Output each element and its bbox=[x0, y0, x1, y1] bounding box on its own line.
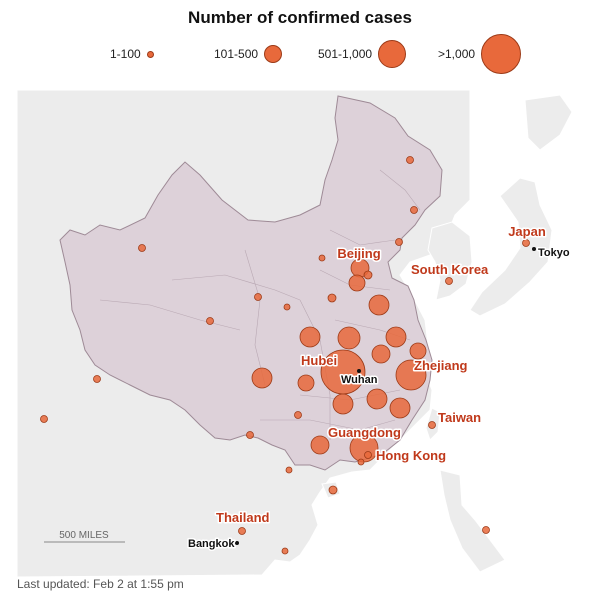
legend-label: 1-100 bbox=[110, 47, 141, 61]
label-hong-kong: Hong Kong bbox=[376, 448, 446, 463]
label-beijing: Beijing bbox=[337, 246, 380, 261]
bubble-taiwan bbox=[428, 421, 436, 429]
bubble-tibet bbox=[93, 375, 101, 383]
bubble-xinjiang bbox=[138, 244, 146, 252]
legend-bubble-medium bbox=[264, 45, 283, 63]
label-guangdong: Guangdong bbox=[328, 425, 401, 440]
bubble-jiangsu bbox=[409, 342, 427, 360]
label-japan: Japan bbox=[508, 224, 546, 239]
label-thailand: Thailand bbox=[216, 510, 270, 525]
tokyo-dot bbox=[532, 247, 536, 251]
legend-item-501-1000: 501-1,000 bbox=[318, 32, 407, 76]
bubble-south-korea bbox=[445, 277, 453, 285]
bubble-sichuan bbox=[251, 367, 273, 389]
legend-label: 101-500 bbox=[214, 47, 259, 61]
bubble-hainan bbox=[328, 485, 338, 495]
bubble-heilongjiang bbox=[406, 156, 414, 164]
legend-bubble-large bbox=[378, 40, 407, 68]
bubble-zhejiang bbox=[395, 359, 427, 391]
bubble-yunnan bbox=[246, 431, 254, 439]
case-bubbles bbox=[40, 156, 530, 555]
bubble-tianjin bbox=[363, 270, 373, 280]
bangkok-dot bbox=[235, 541, 239, 545]
legend-item-over-1000: >1,000 bbox=[438, 32, 522, 76]
legend-bubble-xlarge bbox=[481, 34, 522, 74]
bubble-ningxia bbox=[283, 303, 291, 311]
bubble-hunan bbox=[332, 393, 354, 415]
scale-label: 500 MILES bbox=[59, 530, 109, 541]
bubble-qinghai bbox=[206, 317, 214, 325]
land-japan-hokkaido bbox=[524, 94, 573, 151]
map[interactable]: 500 MILES bbox=[17, 90, 600, 577]
label-tokyo: Tokyo bbox=[538, 247, 570, 259]
label-zhejiang: Zhejiang bbox=[414, 358, 468, 373]
bubble-fujian bbox=[389, 397, 411, 419]
label-south-korea: South Korea bbox=[411, 262, 489, 277]
legend-item-1-100: 1-100 bbox=[110, 32, 154, 76]
bubble-shanghai bbox=[371, 344, 391, 364]
bubble-anhui bbox=[385, 326, 407, 348]
legend-item-101-500: 101-500 bbox=[214, 32, 283, 76]
bubble-liaoning bbox=[395, 238, 403, 246]
bubble-cambodia bbox=[281, 547, 289, 555]
label-wuhan: Wuhan bbox=[341, 374, 378, 386]
legend: 1-100 101-500 501-1,000 >1,000 bbox=[0, 32, 600, 76]
bubble-jilin bbox=[410, 206, 418, 214]
bubble-guangxi bbox=[310, 435, 330, 455]
bubble-macau bbox=[357, 458, 365, 466]
last-updated: Last updated: Feb 2 at 1:55 pm bbox=[17, 577, 184, 591]
bubble-thailand bbox=[238, 527, 246, 535]
bubble-shaanxi bbox=[297, 374, 315, 392]
land-japan bbox=[469, 177, 553, 317]
bubble-inner-mongolia bbox=[318, 254, 326, 262]
bubble-jiangxi bbox=[366, 388, 388, 410]
label-hubei: Hubei bbox=[301, 353, 337, 368]
wuhan-dot bbox=[357, 369, 361, 373]
legend-label: >1,000 bbox=[438, 47, 476, 61]
bubble-guizhou bbox=[294, 411, 302, 419]
bubble-hong-kong bbox=[364, 451, 372, 459]
land-korea bbox=[427, 221, 473, 301]
bubble-henan bbox=[337, 326, 361, 350]
bubble-gansu bbox=[254, 293, 262, 301]
bubble-shanxi bbox=[327, 293, 337, 303]
legend-label: 501-1,000 bbox=[318, 47, 373, 61]
label-bangkok: Bangkok bbox=[188, 538, 235, 550]
legend-bubble-small bbox=[146, 50, 154, 58]
map-title: Number of confirmed cases bbox=[188, 8, 412, 27]
bubble-india bbox=[40, 415, 48, 423]
land-philippines bbox=[439, 469, 506, 573]
bubble-shandong bbox=[368, 294, 390, 316]
bubble-chongqing bbox=[299, 326, 321, 348]
label-taiwan: Taiwan bbox=[438, 410, 481, 425]
bubble-vietnam bbox=[285, 466, 293, 474]
bubble-philippines bbox=[482, 526, 490, 534]
bubble-hebei bbox=[348, 274, 366, 292]
bubble-japan bbox=[522, 239, 530, 247]
